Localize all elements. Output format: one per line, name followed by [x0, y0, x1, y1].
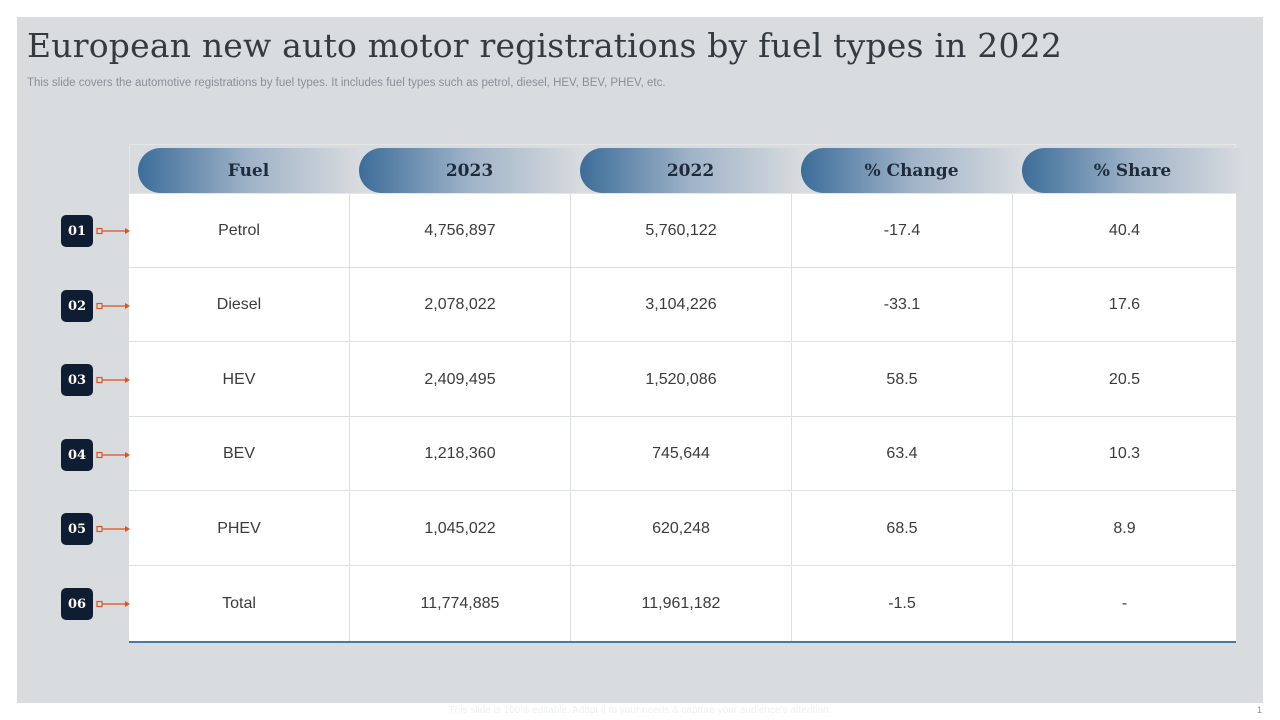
table-cell-2023: 2,409,495 — [350, 343, 571, 417]
table-cell-share: 40.4 — [1108, 222, 1141, 239]
table-cell-2023: 1,045,022 — [350, 492, 571, 566]
table-cell-change: -17.4 — [792, 194, 1013, 268]
header-2022: 2022 — [580, 148, 801, 193]
row-number-badge: 05 — [61, 513, 93, 545]
arrow-connector-icon — [96, 600, 130, 608]
table-row: PHEV 1,045,022 620,248 68.5 8.9 — [129, 492, 1236, 566]
table-cell-fuel: HEV — [129, 343, 350, 417]
table-cell-2022: 5,760,122 — [571, 194, 792, 268]
table-cell-2022: 11,961,182 — [571, 567, 792, 641]
header-percent-share: % Share — [1022, 148, 1243, 193]
table-row: Total 11,774,885 11,961,182 -1.5 - — [129, 567, 1236, 641]
header-2023: 2023 — [359, 148, 580, 193]
table-cell-share: - — [1121, 595, 1128, 612]
table-cell-change: 58.5 — [792, 343, 1013, 417]
table-cell-2023: 2,078,022 — [350, 268, 571, 342]
registrations-table: Fuel 2023 2022 % Change % Share Petrol 4… — [129, 144, 1243, 643]
table-cell-change: -33.1 — [792, 268, 1013, 342]
table-cell-share: 10.3 — [1108, 445, 1141, 462]
header-fuel: Fuel — [138, 148, 359, 193]
row-number-badge: 04 — [61, 439, 93, 471]
arrow-connector-icon — [96, 451, 130, 459]
table-row: HEV 2,409,495 1,520,086 58.5 20.5 — [129, 343, 1236, 417]
table-cell-fuel: Total — [129, 567, 350, 641]
page-subtitle: This slide covers the automotive registr… — [27, 77, 666, 89]
table-cell-2023: 4,756,897 — [350, 194, 571, 268]
table-cell-share: 20.5 — [1108, 371, 1141, 388]
table-cell-2022: 620,248 — [571, 492, 792, 566]
arrow-connector-icon — [96, 227, 130, 235]
page-number: 1 — [1256, 705, 1262, 715]
table-header-row: Fuel 2023 2022 % Change % Share — [129, 144, 1243, 194]
table-cell-fuel: PHEV — [129, 492, 350, 566]
page-title: European new auto motor registrations by… — [27, 26, 1063, 65]
table-cell-2022: 745,644 — [571, 417, 792, 491]
table-cell-change: 63.4 — [792, 417, 1013, 491]
row-number-badge: 03 — [61, 364, 93, 396]
table-cell-2023: 1,218,360 — [350, 417, 571, 491]
row-number-badge: 02 — [61, 290, 93, 322]
table-cell-fuel: Petrol — [129, 194, 350, 268]
table-cell-2023: 11,774,885 — [350, 567, 571, 641]
arrow-connector-icon — [96, 302, 130, 310]
header-percent-change: % Change — [801, 148, 1022, 193]
table-cell-fuel: BEV — [129, 417, 350, 491]
slide-footer-note: This slide is 100% editable. Adapt it to… — [448, 705, 832, 716]
arrow-connector-icon — [96, 376, 130, 384]
table-cell-change: 68.5 — [792, 492, 1013, 566]
table-body: Petrol 4,756,897 5,760,122 -17.4 40.4 Di… — [129, 194, 1236, 641]
table-cell-2022: 1,520,086 — [571, 343, 792, 417]
row-number-badge: 06 — [61, 588, 93, 620]
table-cell-share: 8.9 — [1113, 520, 1136, 537]
table-cell-fuel: Diesel — [129, 268, 350, 342]
table-cell-change: -1.5 — [792, 567, 1013, 641]
arrow-connector-icon — [96, 525, 130, 533]
table-row: Petrol 4,756,897 5,760,122 -17.4 40.4 — [129, 194, 1236, 268]
table-row: BEV 1,218,360 745,644 63.4 10.3 — [129, 417, 1236, 491]
table-cell-share: 17.6 — [1108, 296, 1141, 313]
table-cell-2022: 3,104,226 — [571, 268, 792, 342]
table-row: Diesel 2,078,022 3,104,226 -33.1 17.6 — [129, 268, 1236, 342]
row-number-badge: 01 — [61, 215, 93, 247]
